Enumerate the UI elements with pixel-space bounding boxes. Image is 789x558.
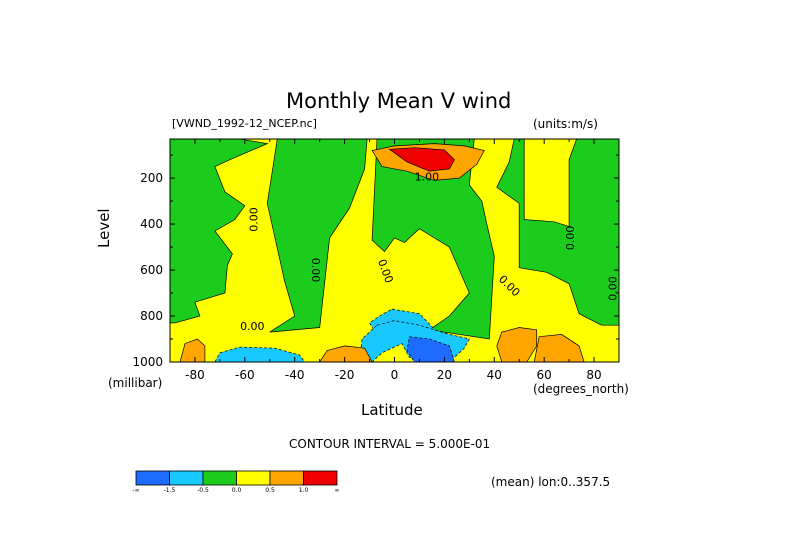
colorbar-swatch bbox=[202, 470, 237, 486]
x-tick-label: 20 bbox=[437, 368, 452, 382]
contour-field bbox=[170, 139, 619, 362]
colorbar-label: -1.5 bbox=[164, 487, 176, 494]
colorbar-swatch bbox=[236, 470, 271, 486]
x-tick-label: 40 bbox=[487, 368, 502, 382]
x-tick-label: -80 bbox=[185, 368, 205, 382]
y-tick-label: 200 bbox=[140, 171, 163, 185]
x-tick-label: 80 bbox=[586, 368, 601, 382]
contour-region-negative-south-mid bbox=[266, 139, 368, 333]
contour-label: 0.00 bbox=[309, 258, 322, 283]
contour-region-negative-central bbox=[371, 139, 495, 340]
contour-label: 0.00 bbox=[607, 276, 620, 301]
x-tick-label: -40 bbox=[285, 368, 305, 382]
y-tick-label: 800 bbox=[140, 309, 163, 323]
contour-region-negative-south-surface bbox=[214, 346, 306, 362]
contour-label: 0.00 bbox=[247, 207, 260, 232]
colorbar-label: -∞ bbox=[132, 487, 139, 494]
plot-area: 0.000.00 0.000.000.000.000.001.00-80 -60 -4… bbox=[132, 138, 620, 382]
y-axis-title: Level bbox=[95, 208, 113, 248]
contour-region-strong-negative-core bbox=[406, 336, 455, 362]
dataset-label: [VWND_1992-12_NCEP.nc] bbox=[172, 117, 317, 130]
contour-label: 0.00 bbox=[240, 320, 265, 333]
averaging-label: (mean) lon:0..357.5 bbox=[491, 475, 611, 489]
y-tick-label: 1000 bbox=[132, 355, 163, 369]
x-units-label: (degrees_north) bbox=[533, 382, 629, 396]
colorbar-label: ∞ bbox=[335, 487, 340, 494]
y-units-label: (millibar) bbox=[108, 376, 163, 390]
colorbar-swatch bbox=[269, 470, 304, 486]
colorbar-swatch bbox=[303, 470, 338, 486]
contour-label: 0.00 bbox=[564, 226, 577, 251]
contour-region-positive-north-surface bbox=[496, 327, 538, 362]
colorbar-label: 1.0 bbox=[299, 487, 309, 494]
x-axis-title: Latitude bbox=[361, 401, 423, 419]
contour-region-positive-south-surface bbox=[319, 345, 373, 362]
y-tick-label: 400 bbox=[140, 217, 163, 231]
colorbar: -∞ -1.5 -0.5 0.0 0.5 1.0 ∞ bbox=[132, 470, 340, 494]
contour-region-negative-mid bbox=[170, 139, 269, 324]
colorbar-label: 0.0 bbox=[232, 487, 242, 494]
contour-label: 1.00 bbox=[415, 170, 440, 183]
contour-region-positive-polar-surface bbox=[179, 338, 206, 362]
colorbar-swatch bbox=[135, 470, 170, 486]
contour-interval-label: CONTOUR INTERVAL = 5.000E-01 bbox=[289, 437, 491, 451]
x-tick-label: 60 bbox=[537, 368, 552, 382]
y-tick-label: 600 bbox=[140, 263, 163, 277]
colorbar-label: -0.5 bbox=[197, 487, 209, 494]
contour-region-upper-jet-core bbox=[388, 147, 455, 172]
x-tick-label: -20 bbox=[335, 368, 355, 382]
colorbar-label: 0.5 bbox=[265, 487, 275, 494]
x-tick-label: 0 bbox=[391, 368, 399, 382]
contour-region-positive-north-surface-2 bbox=[533, 334, 585, 362]
contour-region-negative-north bbox=[496, 139, 619, 326]
colorbar-swatch bbox=[169, 470, 204, 486]
x-tick-label: -60 bbox=[235, 368, 255, 382]
chart-title: Monthly Mean V wind bbox=[286, 89, 512, 113]
units-label: (units:m/s) bbox=[533, 117, 598, 131]
